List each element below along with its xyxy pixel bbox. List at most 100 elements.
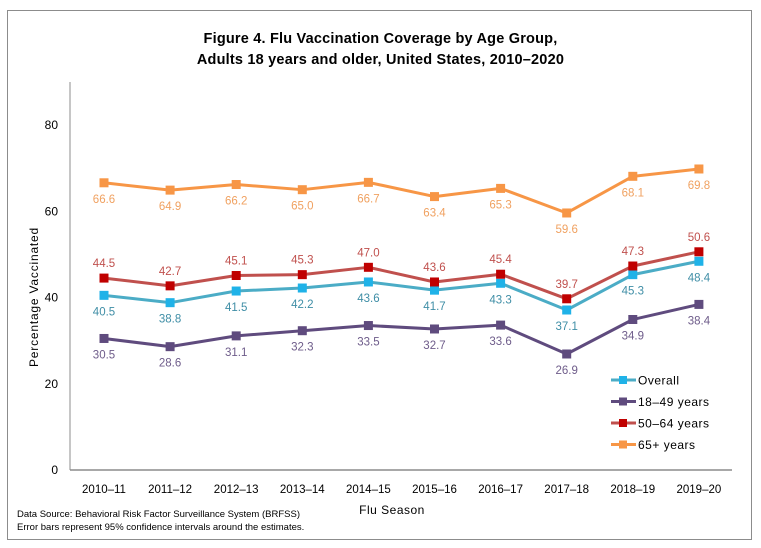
legend-label: 65+ years — [638, 438, 696, 452]
data-point — [231, 286, 241, 296]
data-point — [297, 283, 307, 293]
x-tick-label: 2017–18 — [544, 484, 589, 496]
data-point — [165, 185, 175, 195]
data-label: 45.1 — [225, 256, 247, 268]
data-label: 50.6 — [688, 232, 710, 244]
footnote-source: Data Source: Behavioral Risk Factor Surv… — [17, 509, 300, 520]
data-label: 34.9 — [622, 330, 644, 342]
data-point — [430, 324, 439, 334]
data-label: 32.7 — [423, 340, 445, 352]
data-label: 69.8 — [688, 180, 710, 192]
data-point — [628, 261, 638, 271]
data-point — [694, 256, 704, 266]
data-label: 28.6 — [159, 358, 181, 370]
data-label: 39.7 — [556, 279, 578, 291]
data-point — [231, 271, 241, 281]
chart-title: Figure 4. Flu Vaccination Coverage by Ag… — [203, 31, 558, 47]
data-label: 38.8 — [159, 314, 181, 326]
series-line — [103, 302, 700, 356]
data-point — [297, 270, 307, 280]
data-point — [363, 177, 373, 187]
x-tick-label: 2010–11 — [82, 484, 126, 496]
data-label: 66.6 — [93, 194, 115, 206]
data-point — [496, 320, 506, 330]
data-label: 65.3 — [489, 199, 511, 211]
data-label: 64.9 — [159, 201, 181, 213]
data-label: 66.7 — [357, 193, 379, 205]
y-tick-label: 40 — [45, 291, 59, 305]
y-tick-label: 0 — [51, 463, 58, 477]
y-tick-label: 20 — [45, 377, 59, 391]
x-tick-label: 2014–15 — [346, 484, 391, 496]
data-label: 30.5 — [93, 349, 115, 361]
data-point — [562, 349, 572, 359]
data-point — [99, 290, 109, 300]
data-point — [99, 178, 109, 188]
data-label: 47.0 — [357, 247, 379, 259]
series-line — [103, 259, 700, 312]
data-label: 40.5 — [93, 306, 115, 318]
data-label: 42.7 — [159, 266, 181, 278]
data-point — [231, 180, 241, 190]
data-label: 65.0 — [291, 201, 313, 213]
data-label: 38.4 — [688, 315, 711, 327]
data-label: 66.2 — [225, 196, 247, 208]
data-label: 41.5 — [225, 302, 247, 314]
data-point — [165, 298, 175, 308]
data-point — [297, 326, 307, 336]
data-label: 45.3 — [622, 286, 644, 298]
legend-marker — [619, 419, 627, 427]
data-label: 43.6 — [357, 293, 379, 305]
data-point — [165, 281, 175, 291]
data-label: 37.1 — [556, 321, 578, 333]
legend-label: 50–64 years — [638, 417, 710, 431]
data-point — [165, 342, 175, 352]
data-label: 33.6 — [489, 336, 511, 348]
data-point — [628, 171, 638, 181]
y-axis-label: Percentage Vaccinated — [27, 227, 41, 367]
data-label: 43.6 — [423, 262, 445, 274]
data-point — [694, 247, 704, 257]
legend-marker — [619, 440, 627, 449]
data-point — [297, 185, 307, 195]
x-axis-label: Flu Season — [359, 503, 425, 517]
data-label: 44.5 — [93, 258, 115, 270]
data-point — [496, 269, 506, 279]
x-tick-label: 2013–14 — [280, 484, 325, 496]
data-point — [562, 305, 572, 315]
data-label: 45.3 — [291, 255, 313, 267]
data-point — [363, 277, 373, 287]
data-label: 33.5 — [357, 337, 379, 349]
series-line — [103, 167, 700, 215]
x-tick-label: 2012–13 — [214, 484, 259, 496]
y-tick-label: 60 — [45, 204, 59, 218]
chart-subtitle: Adults 18 years and older, United States… — [196, 52, 565, 68]
data-point — [694, 164, 704, 174]
data-point — [628, 314, 638, 324]
data-label: 68.1 — [622, 187, 644, 199]
data-label: 42.2 — [291, 299, 313, 311]
data-label: 43.3 — [489, 294, 511, 306]
data-label: 45.4 — [489, 254, 512, 266]
data-label: 31.1 — [225, 347, 247, 359]
legend-marker — [619, 376, 627, 384]
x-tick-label: 2018–19 — [610, 484, 655, 496]
data-label: 32.3 — [291, 342, 313, 354]
data-label: 41.7 — [423, 301, 445, 313]
x-tick-label: 2015–16 — [412, 484, 457, 496]
footnote-error-bars: Error bars represent 95% confidence inte… — [17, 522, 305, 533]
legend-label: 18–49 years — [638, 395, 710, 409]
data-point — [694, 299, 704, 309]
data-label: 59.6 — [556, 224, 578, 236]
data-point — [562, 294, 572, 304]
data-point — [430, 285, 439, 295]
data-point — [430, 192, 439, 202]
data-point — [562, 208, 572, 218]
series-line — [103, 250, 700, 301]
data-point — [496, 183, 506, 193]
data-point — [363, 262, 373, 272]
legend-marker — [619, 397, 627, 406]
data-point — [231, 331, 241, 341]
x-tick-label: 2019–20 — [677, 484, 722, 496]
